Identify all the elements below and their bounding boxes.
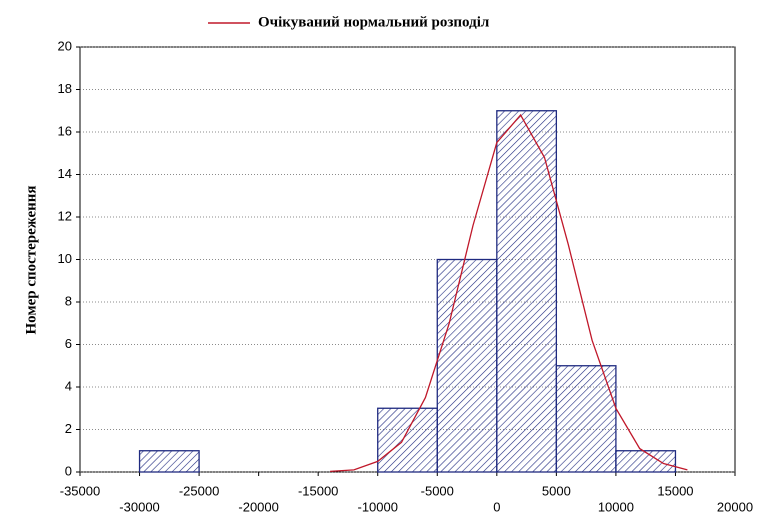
y-tick-label: 16 <box>58 123 72 138</box>
y-tick-label: 4 <box>65 378 72 393</box>
y-tick-label: 18 <box>58 81 72 96</box>
y-tick-label: 2 <box>65 421 72 436</box>
x-tick-label: 0 <box>493 499 500 514</box>
y-tick-label: 8 <box>65 293 72 308</box>
y-tick-label: 6 <box>65 336 72 351</box>
x-tick-label: -15000 <box>298 483 338 498</box>
bar <box>377 407 438 473</box>
normal-curve <box>330 113 688 473</box>
bar <box>496 110 558 473</box>
x-tick-label: -25000 <box>179 483 219 498</box>
x-tick-label: 10000 <box>598 499 634 514</box>
bar <box>555 365 617 473</box>
legend-label: Очікуваний нормальний розподіл <box>258 14 490 30</box>
x-tick-label: -10000 <box>357 499 397 514</box>
y-tick-label: 0 <box>65 463 72 478</box>
y-tick-label: 12 <box>58 208 72 223</box>
x-tick-label: 20000 <box>717 499 753 514</box>
x-tick-label: -20000 <box>238 499 278 514</box>
x-tick-label: -30000 <box>119 499 159 514</box>
bar <box>615 450 677 473</box>
x-tick-label: 5000 <box>542 483 571 498</box>
x-tick-label: -5000 <box>421 483 454 498</box>
bar <box>138 450 200 473</box>
bar <box>436 258 498 473</box>
y-tick-label: 20 <box>58 38 72 53</box>
x-tick-label: 15000 <box>657 483 693 498</box>
x-tick-label: -35000 <box>60 483 100 498</box>
y-tick-label: 14 <box>58 166 72 181</box>
y-tick-label: 10 <box>58 251 72 266</box>
y-axis-label: Номер спостереження <box>23 185 39 334</box>
